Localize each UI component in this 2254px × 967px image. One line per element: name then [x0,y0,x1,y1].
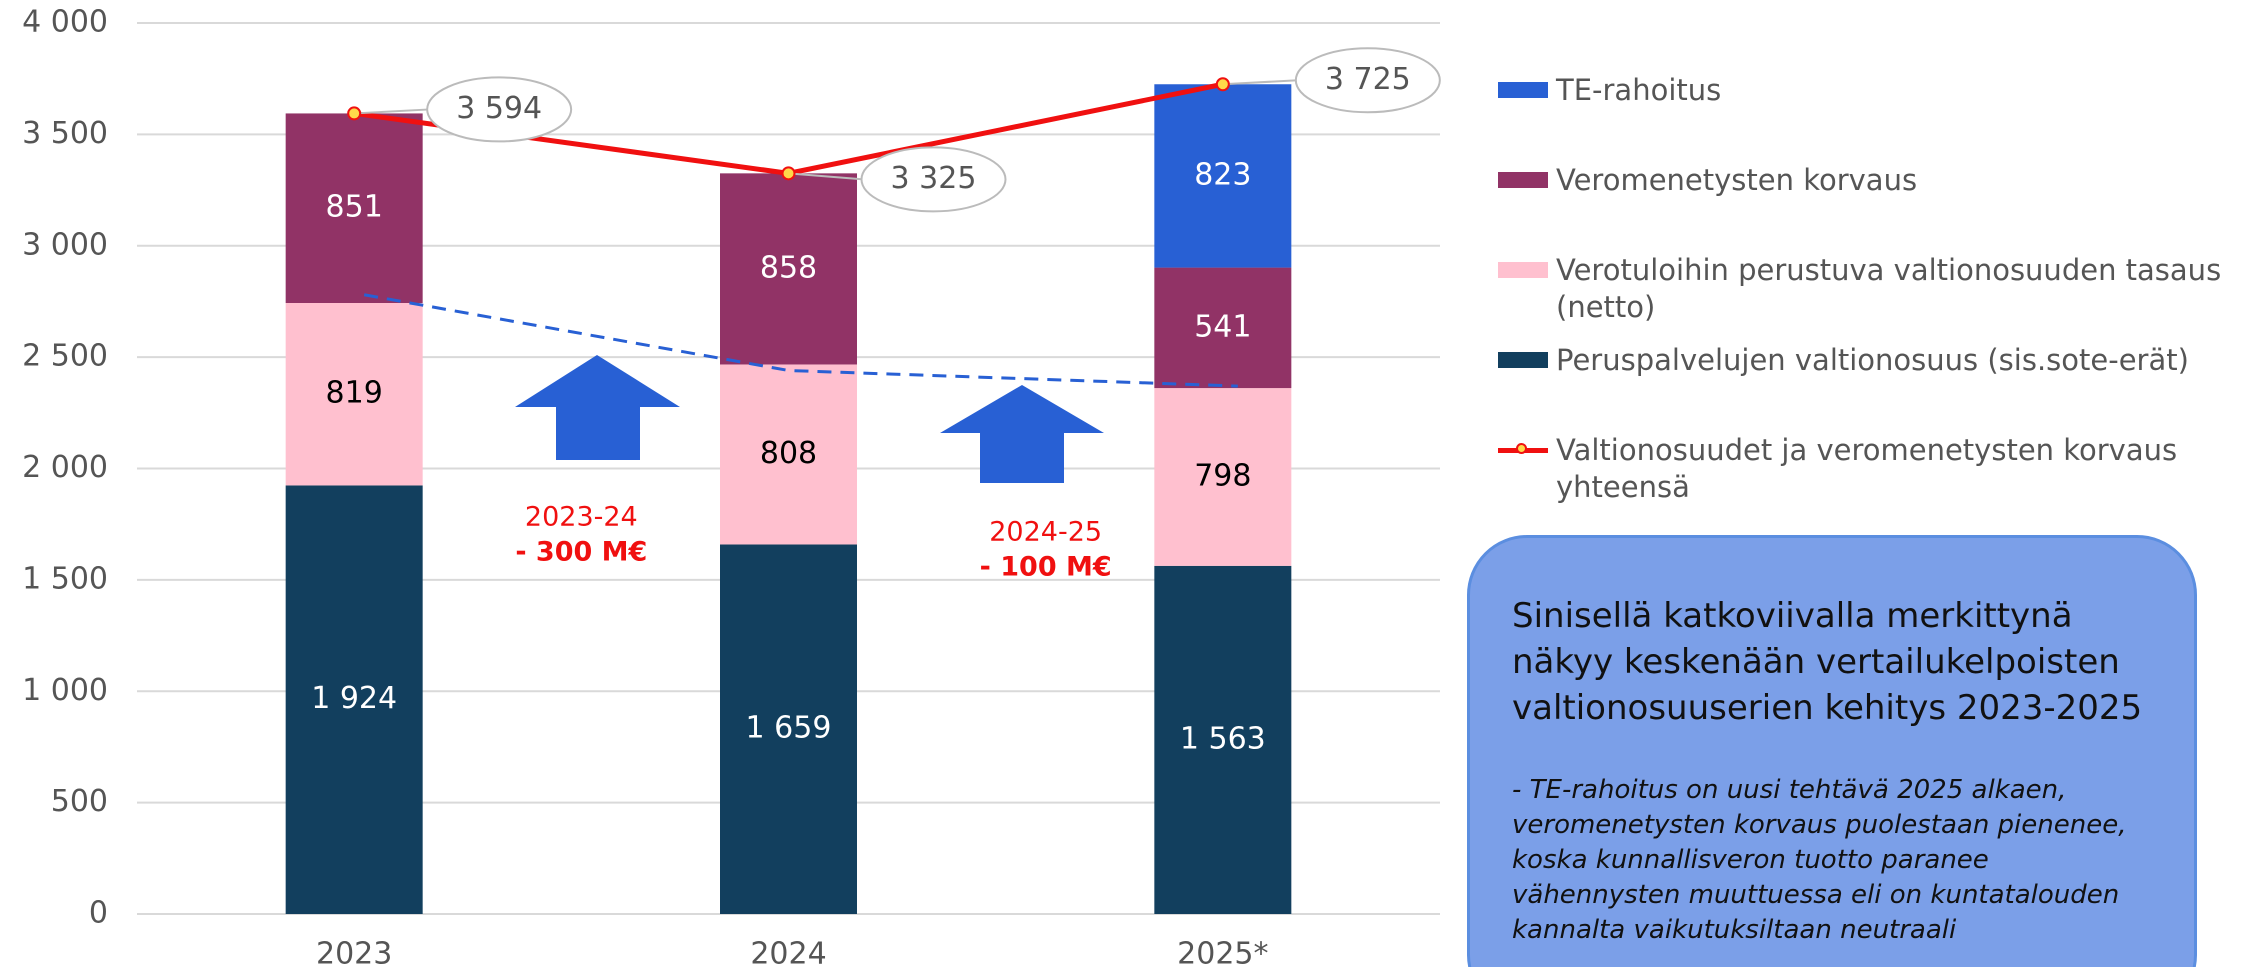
line-value-label: 3 594 [456,91,542,126]
y-tick-label: 2 500 [22,339,108,374]
callout-leader [354,108,430,115]
dashed-line [363,293,1238,388]
note-box: Sinisellä katkoviivalla merkittynä näkyy… [1467,535,2197,967]
line-marker [1215,77,1230,92]
callout [1294,47,1441,114]
value-label: 819 [326,376,383,411]
value-label: 1 924 [311,681,397,716]
annotation-change: - 300 M€ [515,537,647,568]
bar-segment [1154,267,1292,389]
y-tick-label: 3 500 [22,116,108,151]
bar-segment [285,485,423,914]
y-tick-label: 2 000 [22,450,108,485]
legend-label: Verotuloihin perustuva valtionosuuden ta… [1556,253,2222,324]
x-tick-label: 2025* [1177,937,1268,967]
legend-label: TE-rahoitus [1556,73,1722,107]
legend-label: Veromenetysten korvaus [1556,163,1918,197]
y-tick-label: 1 000 [22,673,108,708]
legend-item: Peruspalvelujen valtionosuus (sis.sote-e… [1498,342,2238,379]
arrows [515,355,1104,483]
bar-segment [1154,84,1292,268]
legend-swatch [1498,443,1548,454]
y-tick-label: 3 000 [22,227,108,262]
annotation-change: - 100 M€ [980,552,1112,583]
legend-label: Valtionosuudet ja veromenetysten korvaus… [1556,433,2178,504]
legend-swatch [1498,172,1548,188]
bar-segment [720,544,857,914]
value-label: 823 [1194,157,1251,192]
arrow [515,355,680,460]
line-marker [781,166,796,181]
legend-item: Veromenetysten korvaus [1498,162,2238,199]
legend-item: TE-rahoitus [1498,72,2238,109]
value-label: 1 563 [1180,721,1266,756]
value-label: 1 659 [746,711,832,746]
bar-segment [1154,565,1292,914]
value-label: 798 [1194,458,1251,493]
y-tick-label: 4 000 [22,5,108,40]
value-label: 851 [326,190,383,225]
note-title: Sinisellä katkoviivalla merkittynä näkyy… [1512,596,2143,728]
bar-segment [1154,388,1292,566]
value-label: 858 [760,250,817,285]
callout-leader [1222,79,1298,86]
callout [426,76,573,143]
callout-leader [788,172,864,181]
y-tick-label: 0 [89,896,108,931]
line-value-label: 3 725 [1325,62,1411,97]
y-tick-label: 500 [51,784,108,819]
legend-marker [1516,443,1527,454]
value-label: 808 [760,436,817,471]
legend-item: Verotuloihin perustuva valtionosuuden ta… [1498,252,2238,326]
bar-segment [285,302,423,486]
bar-segment [285,113,423,303]
arrow [940,385,1104,483]
callout [860,146,1007,213]
annotation-period: 2024-25 [989,517,1102,548]
legend-item: Valtionosuudet ja veromenetysten korvaus… [1498,432,2238,506]
value-label: 541 [1194,309,1251,344]
legend-swatch [1498,82,1548,98]
y-tick-label: 1 500 [22,561,108,596]
legend-swatch [1498,352,1548,368]
note-text: - TE-rahoitus on uusi tehtävä 2025 alkae… [1512,775,2127,945]
bar-segment [720,364,857,545]
x-tick-label: 2024 [750,937,826,967]
line-value-label: 3 325 [891,161,977,196]
line-marker [347,106,362,121]
bar-segment [720,173,857,365]
x-tick-label: 2023 [316,937,392,967]
legend-label: Peruspalvelujen valtionosuus (sis.sote-e… [1556,343,2189,377]
legend-swatch [1498,262,1548,278]
annotation-period: 2023-24 [525,502,638,533]
